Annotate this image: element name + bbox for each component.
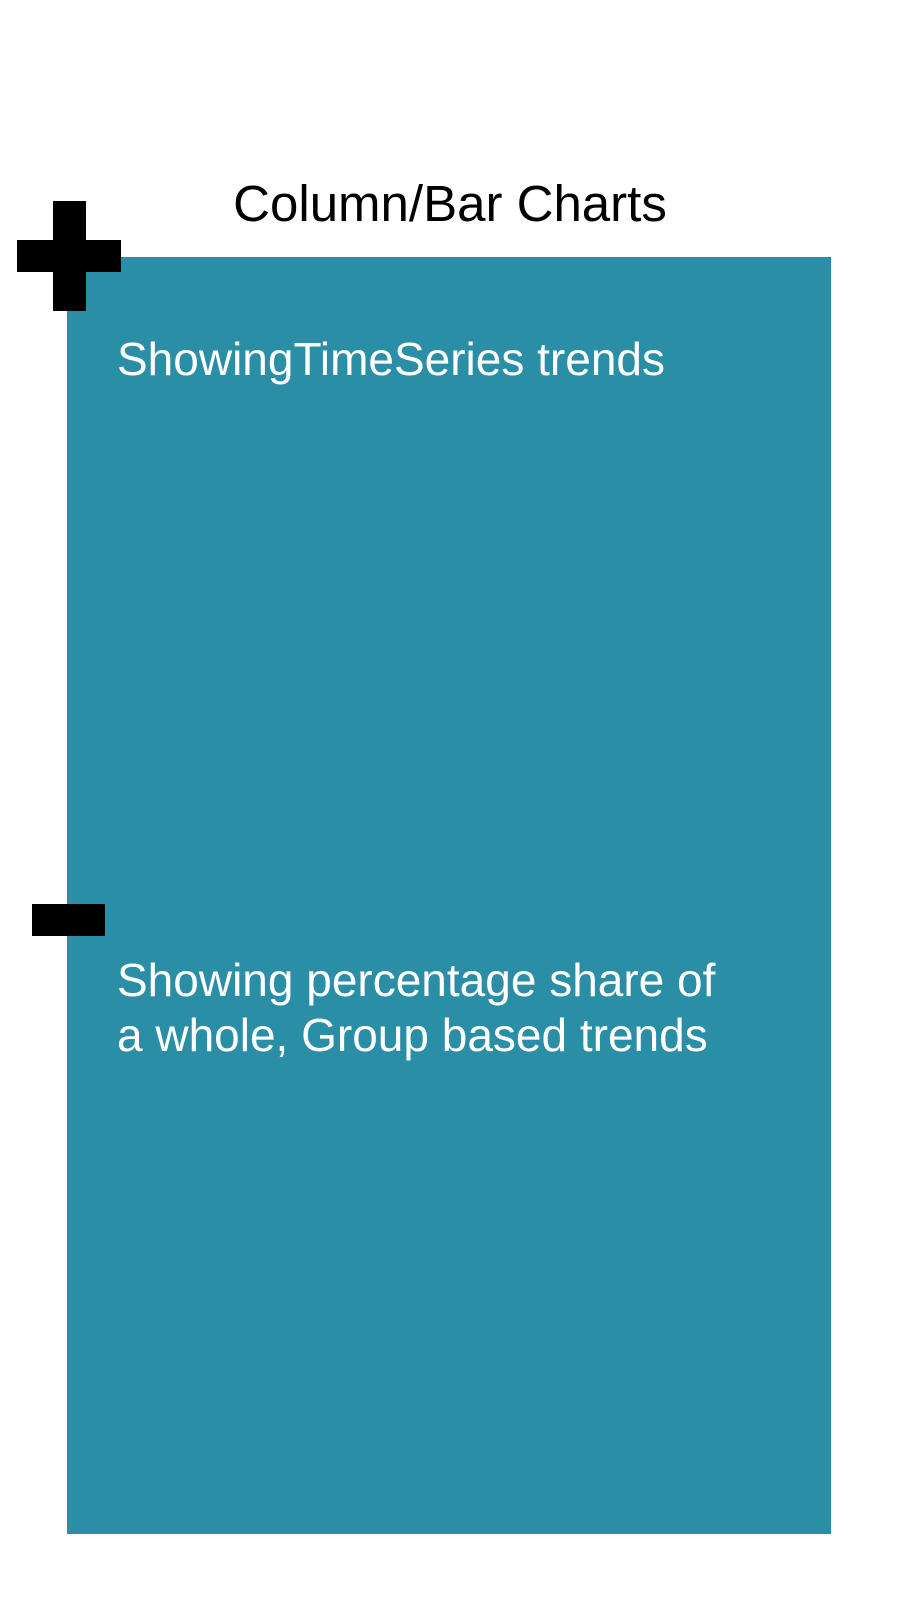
pro-text: ShowingTimeSeries trends [117,333,665,385]
con-text-line-1: Showing percentage share of [117,954,716,1006]
page-title: Column/Bar Charts [233,175,667,232]
plus-icon [17,201,121,311]
plus-icon-horizontal-bar [17,240,121,272]
con-text-line-2: a whole, Group based trends [117,1009,708,1061]
content-panel [67,257,831,1534]
minus-icon [32,904,105,936]
con-text: Showing percentage share of a whole, Gro… [117,953,817,1063]
